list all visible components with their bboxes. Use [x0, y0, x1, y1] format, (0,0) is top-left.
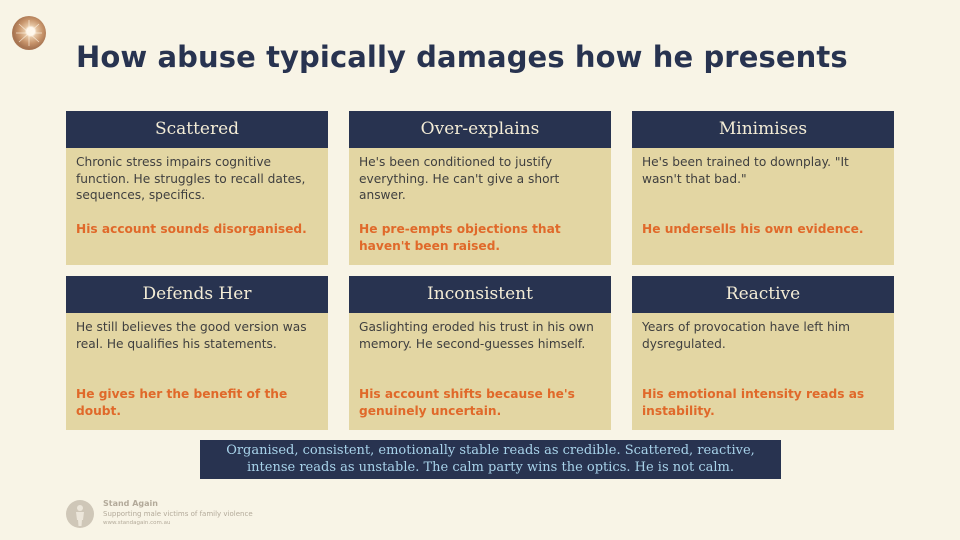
card-minimises: Minimises He's been trained to downplay.…	[632, 111, 894, 265]
banner-line-1: Organised, consistent, emotionally stabl…	[226, 443, 755, 458]
card-impact: He undersells his own evidence.	[642, 222, 864, 236]
card-heading: Reactive	[632, 276, 894, 313]
card-impact: He gives her the benefit of the doubt.	[76, 387, 288, 418]
summary-banner: Organised, consistent, emotionally stabl…	[200, 440, 781, 479]
card-reactive: Reactive Years of provocation have left …	[632, 276, 894, 430]
card-impact: His account sounds disorganised.	[76, 222, 307, 236]
card-heading: Over-explains	[349, 111, 611, 148]
sunburst-logo-icon	[12, 16, 46, 50]
card-impact: His emotional intensity reads as instabi…	[642, 387, 865, 418]
footer-tagline: Supporting male victims of family violen…	[103, 510, 253, 518]
card-description: Gaslighting eroded his trust in his own …	[359, 320, 594, 351]
card-description: Chronic stress impairs cognitive functio…	[76, 155, 306, 202]
card-defends-her: Defends Her He still believes the good v…	[66, 276, 328, 430]
banner-line-2: intense reads as unstable. The calm part…	[247, 459, 734, 475]
card-heading: Scattered	[66, 111, 328, 148]
card-impact: He pre-empts objections that haven't bee…	[359, 222, 561, 253]
person-logo-icon	[66, 500, 94, 528]
card-impact: His account shifts because he's genuinel…	[359, 387, 575, 418]
footer-url: www.standagain.com.au	[103, 520, 171, 526]
page-title: How abuse typically damages how he prese…	[76, 40, 848, 74]
card-description: He's been conditioned to justify everyth…	[359, 155, 560, 202]
card-scattered: Scattered Chronic stress impairs cogniti…	[66, 111, 328, 265]
card-description: He's been trained to downplay. "It wasn'…	[642, 155, 849, 186]
card-heading: Inconsistent	[349, 276, 611, 313]
card-heading: Minimises	[632, 111, 894, 148]
card-heading: Defends Her	[66, 276, 328, 313]
card-inconsistent: Inconsistent Gaslighting eroded his trus…	[349, 276, 611, 430]
footer: Stand Again Supporting male victims of f…	[103, 499, 253, 527]
footer-org-name: Stand Again	[103, 499, 158, 508]
card-over-explains: Over-explains He's been conditioned to j…	[349, 111, 611, 265]
card-description: He still believes the good version was r…	[76, 320, 307, 351]
card-description: Years of provocation have left him dysre…	[642, 320, 851, 351]
